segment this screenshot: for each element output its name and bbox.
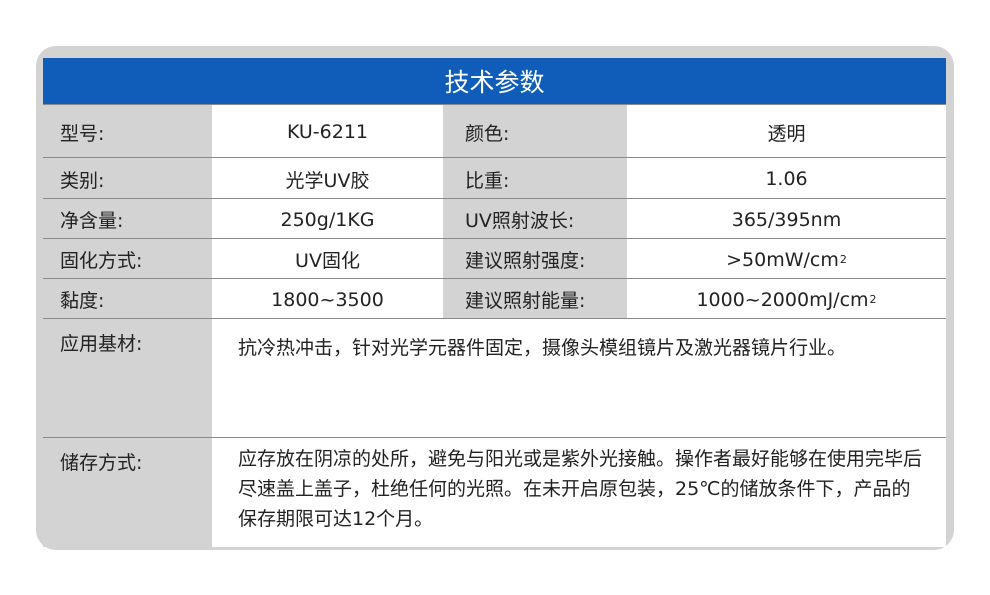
value-application: 抗冷热冲击，针对光学元器件固定，摄像头模组镜片及激光器镜片行业。 [238,337,847,359]
value-wavelength: 365/395nm [731,208,842,231]
label-color: 颜色: [443,105,627,157]
table-row: 型号: KU-6211 颜色: 透明 [43,104,946,157]
value-density: 1.06 [765,168,808,190]
label-wavelength: UV照射波长: [443,199,627,238]
table-row: 黏度: 1800~3500 建议照射能量: 1000~2000mJ/cm 2 [43,278,946,318]
table-title: 技术参数 [43,58,946,104]
label-storage: 储存方式: [43,438,212,547]
table-row: 类别: 光学UV胶 比重: 1.06 [43,157,946,198]
value-energy: 1000~2000mJ/cm 2 [627,279,946,318]
label-category: 类别: [43,158,212,198]
label-density: 比重: [443,158,627,198]
value-net-content: 250g/1KG [280,208,375,231]
table-row: 应用基材: 抗冷热冲击，针对光学元器件固定，摄像头模组镜片及激光器镜片行业。 [43,318,946,437]
label-cure-method: 固化方式: [43,239,212,278]
label-net-content: 净含量: [43,199,212,238]
label-application: 应用基材: [43,319,212,437]
label-model: 型号: [43,105,212,157]
value-cure-method: UV固化 [295,250,360,272]
intensity-text: >50mW/cm [726,248,839,271]
superscript: 2 [869,293,877,306]
spec-table: 技术参数 型号: KU-6211 颜色: 透明 类别: 光学UV胶 比重: 1.… [43,58,946,547]
label-energy: 建议照射能量: [443,279,627,318]
label-intensity: 建议照射强度: [443,239,627,278]
value-color: 透明 [767,122,806,145]
table-row: 净含量: 250g/1KG UV照射波长: 365/395nm [43,198,946,238]
value-viscosity: 1800~3500 [271,288,384,311]
value-model: KU-6211 [286,121,369,143]
value-storage: 应存放在阴凉的处所，避免与阳光或是紫外光接触。操作者最好能够在使用完毕后尽速盖上… [238,448,923,530]
label-viscosity: 黏度: [43,279,212,318]
table-row: 固化方式: UV固化 建议照射强度: >50mW/cm 2 [43,238,946,278]
energy-text: 1000~2000mJ/cm [696,288,869,311]
value-intensity: >50mW/cm 2 [627,239,946,278]
value-category: 光学UV胶 [285,169,370,192]
table-row: 储存方式: 应存放在阴凉的处所，避免与阳光或是紫外光接触。操作者最好能够在使用完… [43,437,946,547]
superscript: 2 [839,253,847,266]
